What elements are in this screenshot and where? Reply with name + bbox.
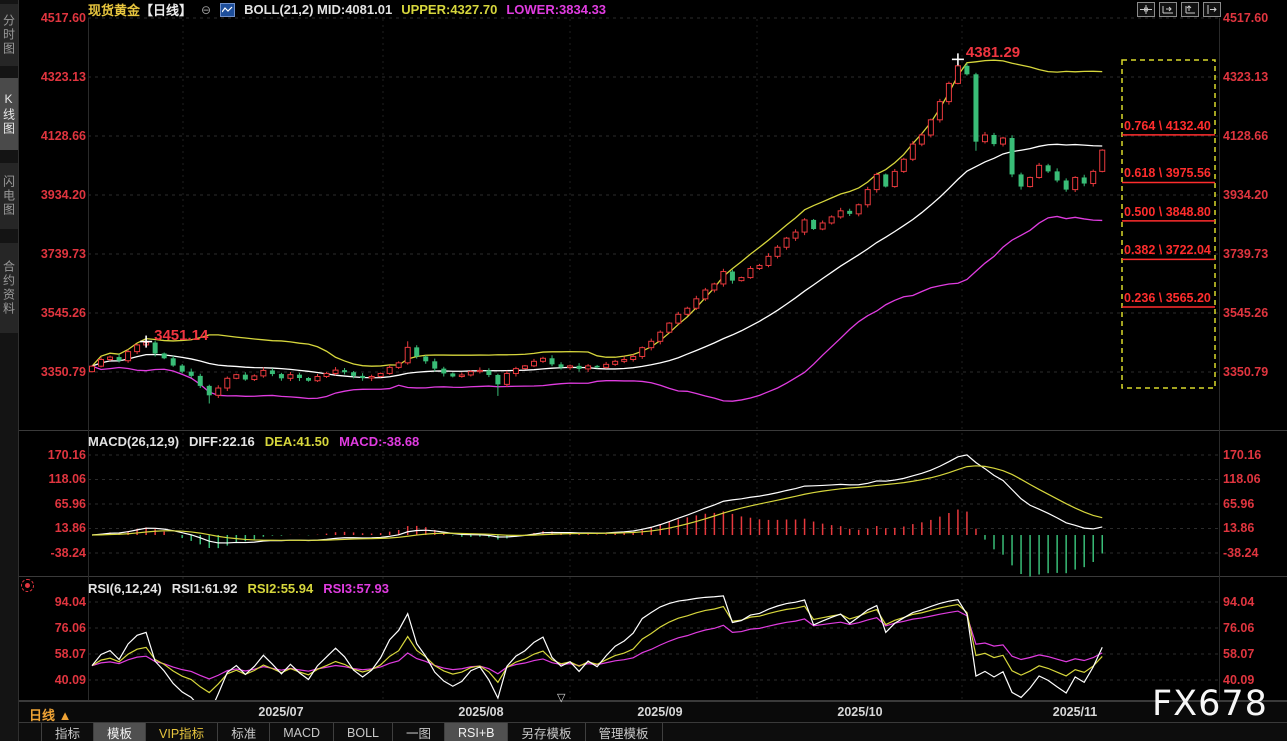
rsi-y-tick: 40.09: [1223, 673, 1255, 687]
toolbar-tab-one-chart[interactable]: 一图: [391, 723, 444, 741]
rsi1-value: RSI1:61.92: [171, 580, 238, 596]
macd-y-tick: -38.24: [50, 546, 86, 560]
main-y-tick: 3350.79: [40, 365, 86, 379]
boll-upper-value: UPPER:4327.70: [401, 2, 498, 17]
toolbar-tab-vip-indicators[interactable]: VIP指标: [145, 723, 217, 741]
price-annotation: 3451.14: [154, 326, 209, 344]
x-axis-label: 2025/10: [837, 705, 883, 719]
main-y-tick: 3545.26: [40, 306, 86, 320]
symbol-name: 现货黄金【日线】: [88, 0, 192, 19]
zoom-x-icon[interactable]: [1159, 2, 1177, 17]
rsi-y-tick: 94.04: [1223, 595, 1255, 609]
record-dot-icon[interactable]: [21, 579, 34, 592]
toolbar-tab-indicators[interactable]: 指标: [41, 723, 93, 741]
macd-y-tick: 170.16: [1223, 448, 1262, 462]
rsi-name: RSI(6,12,24): [88, 580, 162, 596]
bottom-toolbar: 指标 模板 VIP指标 标准 MACD BOLL 一图 RSI+B 另存模板 管…: [19, 722, 1287, 741]
sidebar-tab-lightning[interactable]: 闪电图: [0, 163, 18, 229]
macd-y-tick: 65.96: [54, 497, 86, 511]
fib-level-label[interactable]: 0.618 \ 3975.56: [1124, 166, 1211, 181]
macd-name: MACD(26,12,9): [88, 433, 180, 449]
macd-diff-value: DIFF:22.16: [189, 433, 255, 449]
boll-chip-icon[interactable]: [220, 2, 236, 17]
x-axis-label: 2025/09: [637, 705, 683, 719]
macd-y-tick: 170.16: [47, 448, 86, 462]
main-y-tick: 3934.20: [40, 188, 86, 202]
chart-toolbox: [1137, 2, 1221, 17]
macd-y-tick: -38.24: [1223, 546, 1259, 560]
macd-y-tick: 65.96: [1223, 497, 1255, 511]
toolbar-tab-save-template[interactable]: 另存模板: [507, 723, 584, 741]
toolbar-tab-templates[interactable]: 模板: [93, 723, 146, 741]
timeframe-label: 日线: [29, 708, 56, 723]
rsi2-value: RSI2:55.94: [247, 580, 314, 596]
toolbar-tab-standard[interactable]: 标准: [217, 723, 269, 741]
price-annotation: 4381.29: [965, 44, 1021, 62]
fib-level-label[interactable]: 0.236 \ 3565.20: [1124, 290, 1211, 305]
rsi3-value: RSI3:57.93: [323, 580, 389, 596]
main-y-tick: 4323.13: [1223, 70, 1269, 84]
symbol-label: 现货黄金: [88, 3, 141, 18]
macd-y-tick: 13.86: [54, 521, 86, 535]
toolbar-tab-rsi-b[interactable]: RSI+B: [444, 723, 508, 741]
timeframe-selector[interactable]: 日线 ▲: [29, 705, 72, 724]
toolbar-tab-manage-template[interactable]: 管理模板: [584, 723, 663, 741]
sidebar-tab-contract-info[interactable]: 合约资料: [0, 243, 18, 333]
sidebar-tab-kline[interactable]: K线图: [0, 78, 18, 150]
rsi-y-tick: 58.07: [1223, 647, 1255, 661]
x-axis-label: 2025/07: [258, 705, 304, 719]
rsi-y-tick: 94.04: [54, 595, 86, 609]
axis-marker-icon: ▽: [557, 692, 566, 704]
crosshair-icon[interactable]: [1137, 2, 1155, 17]
rsi-y-tick: 76.06: [54, 621, 86, 635]
main-y-tick: 4128.66: [1223, 129, 1269, 143]
main-y-tick: 4517.60: [40, 11, 86, 25]
toolbar-tab-boll[interactable]: BOLL: [333, 723, 392, 741]
boll-lower-value: LOWER:3834.33: [506, 2, 607, 17]
macd-y-tick: 118.06: [1223, 472, 1261, 486]
fib-level-label[interactable]: 0.500 \ 3848.80: [1124, 204, 1211, 219]
macd-dea-value: DEA:41.50: [264, 433, 330, 449]
toolbar-tab-macd[interactable]: MACD: [269, 723, 333, 741]
collapse-icon[interactable]: ⊖: [201, 2, 212, 17]
main-y-tick: 3350.79: [1223, 365, 1269, 379]
rsi-y-tick: 76.06: [1223, 621, 1255, 635]
indicator-header: 现货黄金【日线】 ⊖ BOLL(21,2) MID:4081.01 UPPER:…: [88, 0, 606, 19]
period-label: 【日线】: [140, 3, 193, 18]
macd-macd-value: MACD:-38.68: [339, 433, 420, 449]
main-y-tick: 4323.13: [40, 70, 86, 84]
macd-y-tick: 13.86: [1223, 521, 1255, 535]
sidebar-tab-timeshare[interactable]: 分时图: [0, 4, 18, 66]
zoom-y-icon[interactable]: [1181, 2, 1199, 17]
main-y-tick: 3739.73: [1223, 247, 1269, 261]
chart-type-sidebar: 分时图 K线图 闪电图 合约资料: [0, 0, 19, 741]
main-y-tick: 3739.73: [40, 247, 86, 261]
main-y-tick: 4128.66: [40, 129, 86, 143]
boll-values: BOLL(21,2) MID:4081.01: [244, 2, 393, 17]
rsi-header: RSI(6,12,24) RSI1:61.92 RSI2:55.94 RSI3:…: [88, 580, 389, 596]
main-y-tick: 4517.60: [1223, 11, 1269, 25]
rsi-y-tick: 40.09: [54, 673, 86, 687]
main-y-tick: 3545.26: [1223, 306, 1269, 320]
macd-y-tick: 118.06: [48, 472, 86, 486]
fib-level-label[interactable]: 0.764 \ 4132.40: [1124, 118, 1211, 133]
rsi-y-tick: 58.07: [54, 647, 86, 661]
main-y-tick: 3934.20: [1223, 188, 1269, 202]
x-axis-label: 2025/08: [458, 705, 504, 719]
x-axis-label: 2025/11: [1052, 705, 1098, 719]
timeframe-arrow-icon: ▲: [58, 708, 72, 723]
x-axis-row: ▽ 日线 ▲ 2025/07 2025/08 2025/09 2025/10 2…: [19, 692, 1287, 724]
macd-header: MACD(26,12,9) DIFF:22.16 DEA:41.50 MACD:…: [88, 433, 419, 449]
fx678-watermark: FX678: [1152, 684, 1268, 724]
fib-level-label[interactable]: 0.382 \ 3722.04: [1124, 243, 1211, 258]
pan-right-icon[interactable]: [1203, 2, 1221, 17]
